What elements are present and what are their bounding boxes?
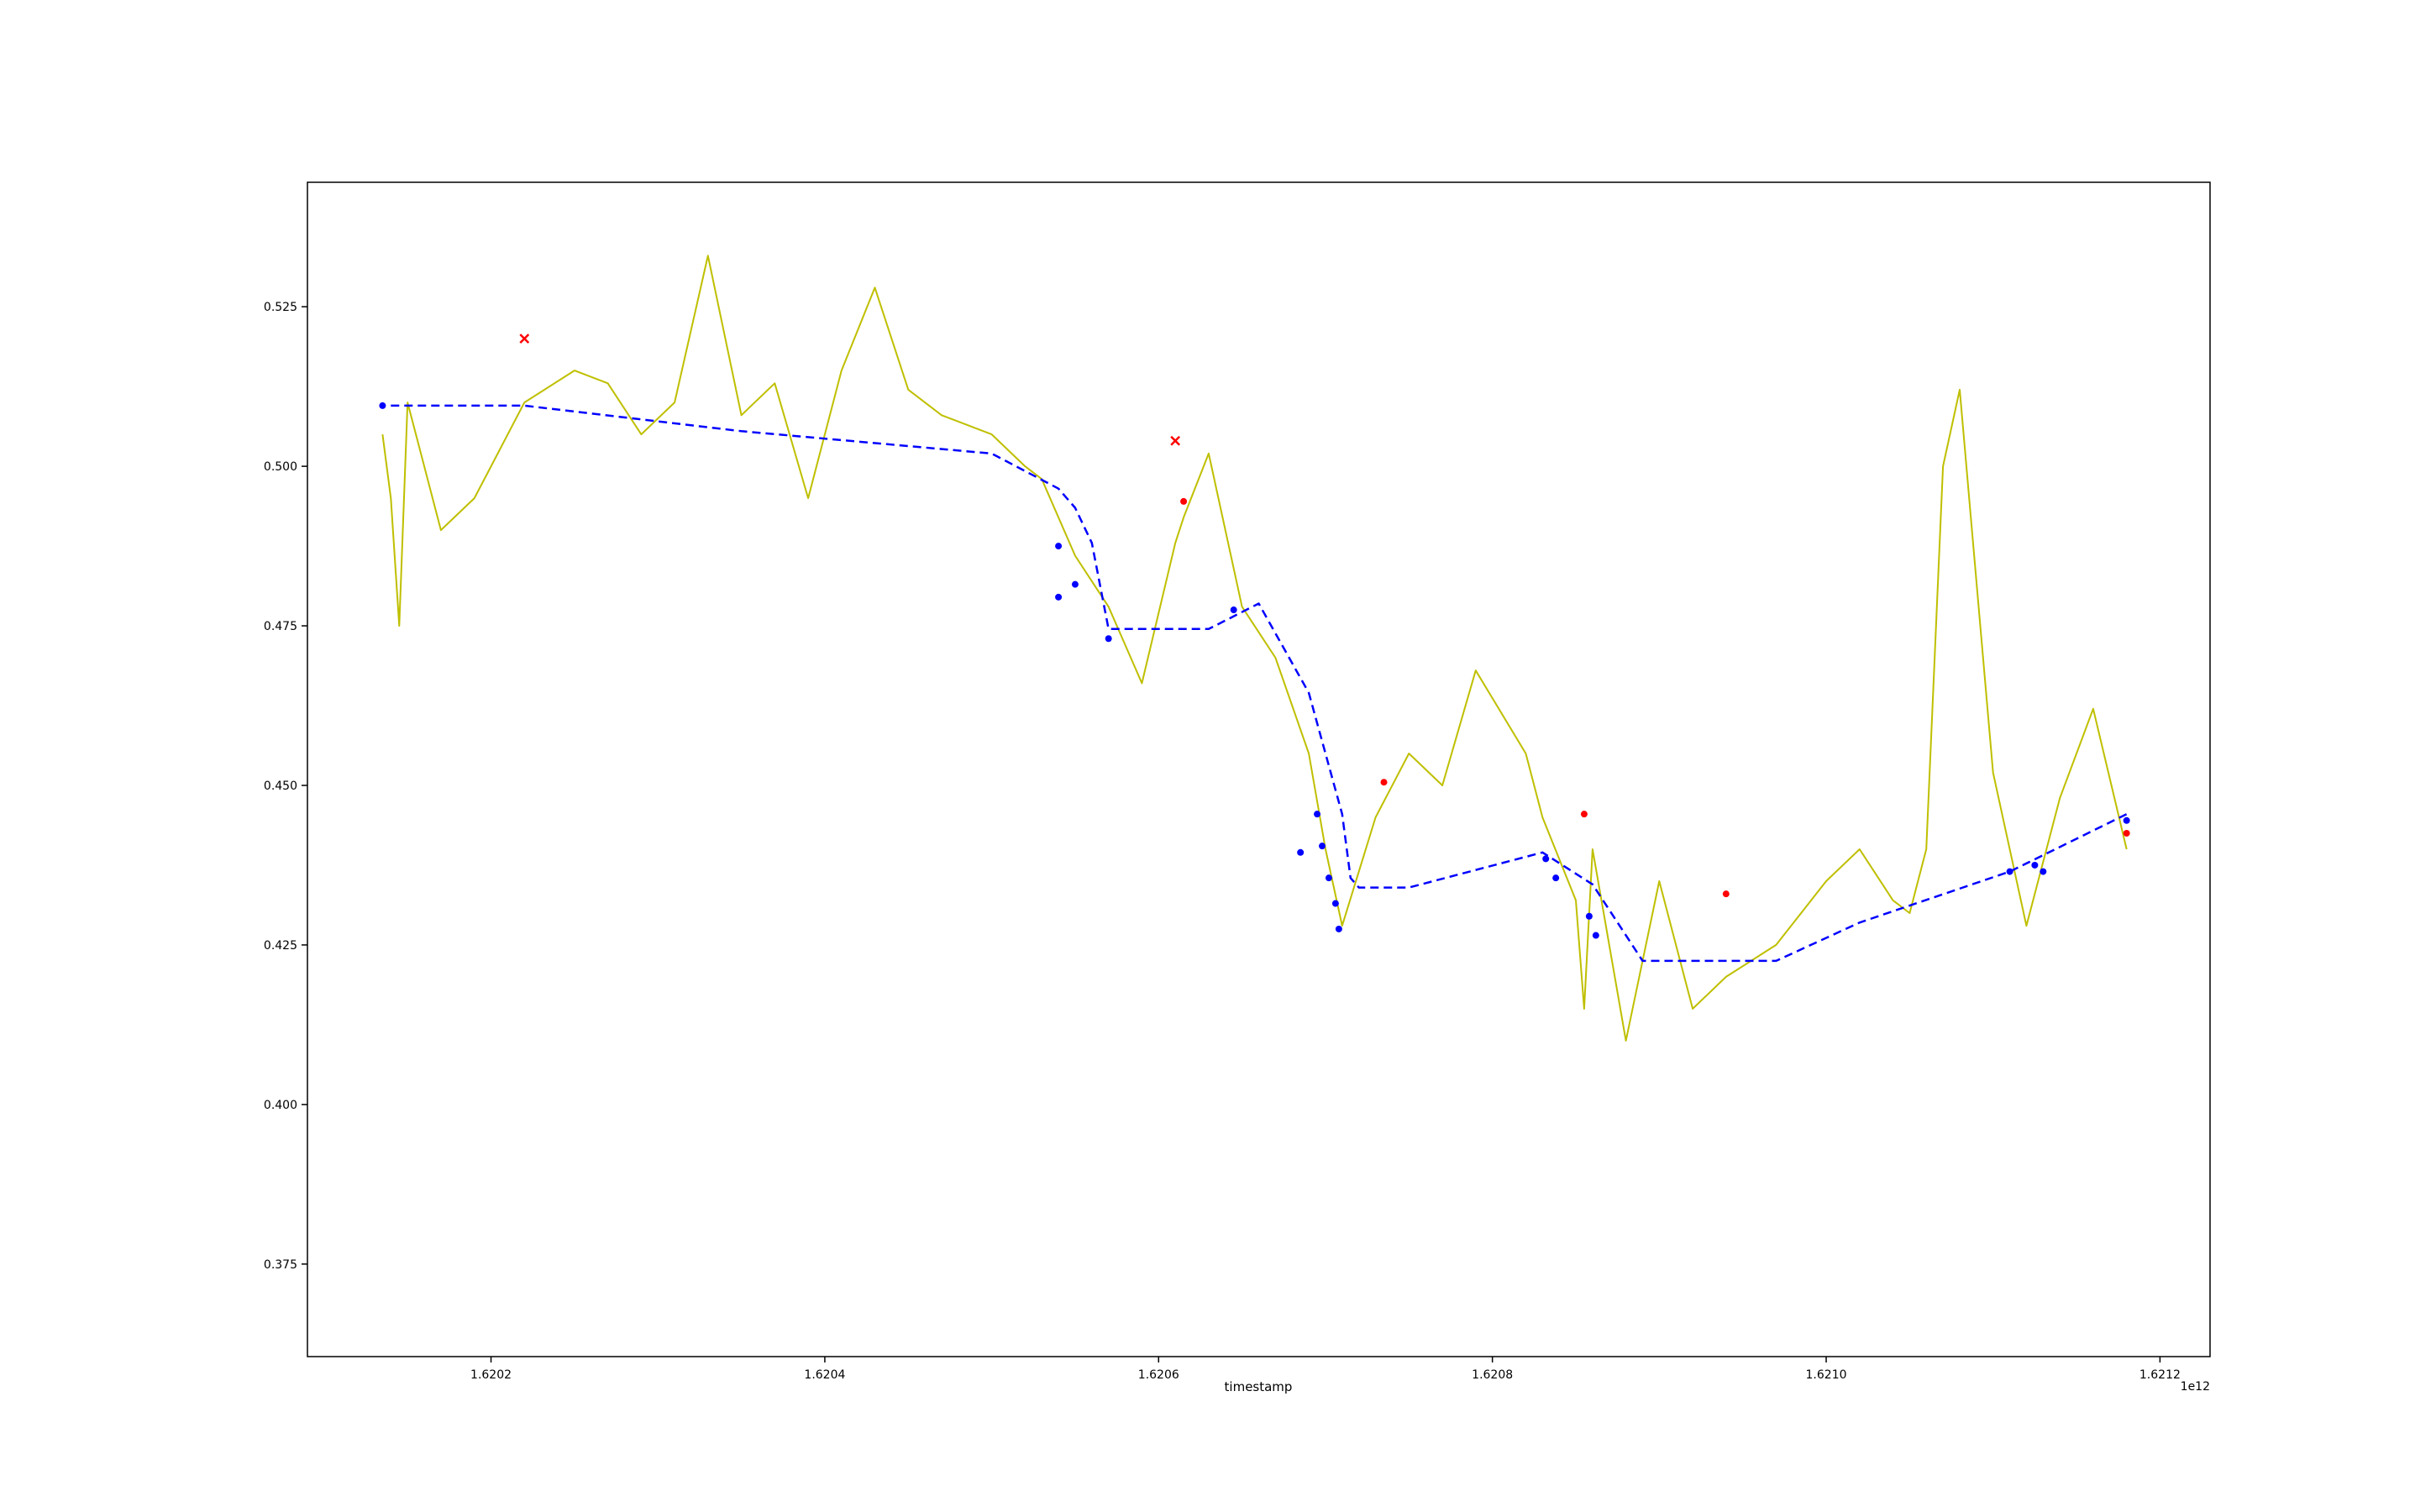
x-tick-label-3: 1.6206 [1138, 1368, 1179, 1382]
marker-9 [1055, 593, 1063, 601]
marker-25 [2040, 868, 2047, 875]
marker-4 [1380, 779, 1388, 786]
x-tick-label-5: 1.6210 [1806, 1368, 1847, 1382]
marker-3 [1180, 497, 1188, 505]
x-axis-ticks: 1.6202 1.6204 1.6206 1.6208 1.6210 1.6212 [470, 1357, 2181, 1382]
series-layer [381, 255, 2128, 1042]
series-line-1 [381, 255, 2128, 1042]
series-line-2 [391, 404, 2128, 963]
y-tick-label-3: 0.425 [264, 939, 297, 953]
marker-12 [1230, 606, 1237, 614]
marker-23 [2006, 868, 2013, 875]
y-tick-label-6: 0.500 [264, 460, 297, 474]
marker-17 [1331, 900, 1339, 907]
marker-layer [379, 333, 2130, 939]
marker-13 [1297, 848, 1305, 856]
marker-7 [379, 402, 386, 409]
marker-6 [1722, 890, 1730, 898]
marker-14 [1314, 811, 1321, 818]
marker-26 [2123, 816, 2130, 824]
y-tick-label-4: 0.450 [264, 780, 297, 793]
marker-21 [1585, 912, 1593, 920]
marker-24 [2031, 861, 2039, 869]
marker-22 [1592, 932, 1599, 939]
marker-1 [519, 333, 530, 344]
marker-27 [2123, 829, 2130, 837]
y-tick-label-5: 0.475 [264, 620, 297, 633]
x-tick-label-2: 1.6204 [804, 1368, 845, 1382]
y-tick-label-2: 0.400 [264, 1099, 297, 1112]
x-axis-label: timestamp [1225, 1379, 1293, 1394]
marker-10 [1071, 580, 1079, 588]
marker-11 [1105, 635, 1112, 643]
marker-5 [1580, 811, 1588, 818]
plot-frame [307, 181, 2211, 1357]
marker-20 [1552, 874, 1560, 882]
marker-18 [1335, 925, 1342, 932]
x-tick-label-6: 1.6212 [2139, 1368, 2181, 1382]
plot-background [307, 182, 2210, 1357]
marker-15 [1319, 843, 1326, 850]
x-axis-offset-label: 1e12 [2181, 1380, 2210, 1394]
marker-16 [1325, 874, 1332, 882]
marker-2 [1170, 435, 1181, 446]
y-tick-label-1: 0.375 [264, 1258, 297, 1272]
y-tick-label-7: 0.525 [264, 301, 297, 314]
marker-8 [1055, 543, 1063, 550]
y-axis-ticks: 0.375 0.400 0.425 0.450 0.475 0.500 0.525 [264, 301, 307, 1272]
x-tick-label-4: 1.6208 [1472, 1368, 1513, 1382]
x-tick-label-1: 1.6202 [470, 1368, 512, 1382]
marker-19 [1542, 855, 1550, 863]
